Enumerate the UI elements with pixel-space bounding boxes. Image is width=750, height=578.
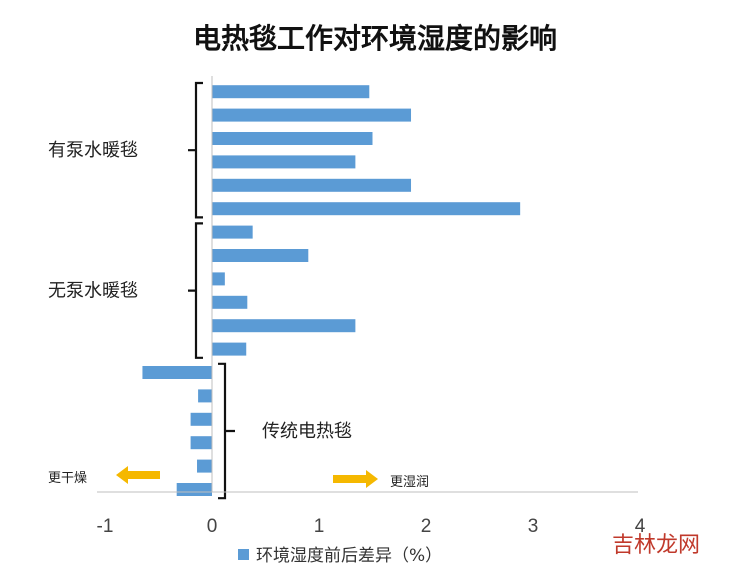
bar-15 [190,436,212,450]
legend-label: 环境湿度前后差异（%） [256,546,442,566]
group-bracket-0 [188,81,203,219]
wet-label: 更湿润 [390,475,429,490]
dry-label: 更干燥 [48,471,87,486]
bar-17 [176,483,212,496]
bar-4 [212,178,412,192]
bar-1 [212,108,412,122]
group-label-0: 有泵水暖毯 [48,140,138,161]
watermark: 吉林龙网 [612,533,700,558]
bar-16 [197,459,212,473]
x-tick-label: 3 [528,516,539,537]
bar-5 [212,202,521,216]
bar-3 [212,155,356,169]
bar-7 [212,249,309,262]
bar-10 [212,319,356,333]
bar-6 [212,225,253,239]
bar-group [142,85,521,496]
bar-13 [198,389,212,403]
group-bracket-1 [188,222,203,359]
group-label-2: 传统电热毯 [262,421,352,442]
x-tick-label: 2 [421,516,432,537]
bar-0 [212,85,370,99]
legend: 环境湿度前后差异（%） [238,546,442,566]
group-bracket-2 [218,362,235,500]
wet-arrow-icon [333,470,378,488]
direction-annotations: 更干燥 更湿润 [48,466,429,490]
x-tick-label: 0 [207,516,218,537]
bar-9 [212,295,248,309]
x-axis: -1 0 1 2 3 4 [97,76,646,537]
bar-8 [212,272,225,286]
bar-2 [212,132,373,145]
group-label-1: 无泵水暖毯 [48,281,138,302]
dry-arrow-icon [116,466,160,484]
bar-12 [142,366,212,379]
chart-title: 电热毯工作对环境湿度的影响 [193,22,557,55]
legend-swatch [238,549,249,560]
x-tick-label: -1 [97,516,114,537]
bar-14 [190,412,212,426]
x-tick-label: 4 [635,516,646,537]
bar-11 [212,342,247,356]
x-tick-label: 1 [314,516,325,537]
